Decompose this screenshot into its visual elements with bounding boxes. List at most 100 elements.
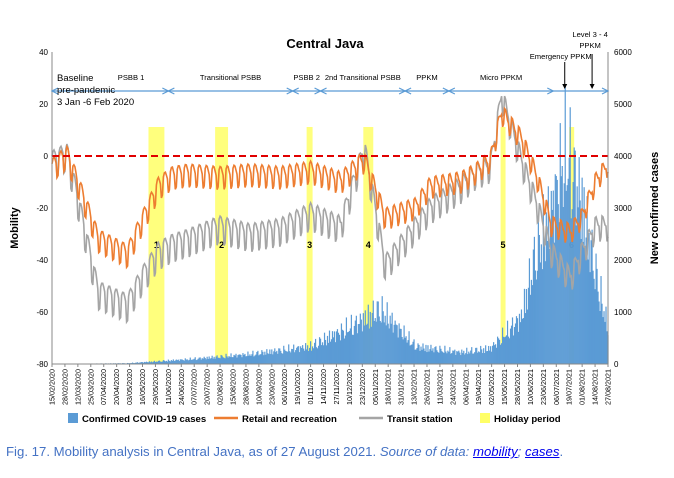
case-bar <box>339 340 342 364</box>
case-bar <box>235 353 237 364</box>
x-tick-label: 16/05/2020 <box>138 369 147 405</box>
case-bar <box>286 351 288 364</box>
case-bar <box>416 347 418 364</box>
case-bar <box>285 350 287 364</box>
case-bar <box>277 353 279 364</box>
case-bar <box>260 354 262 364</box>
x-tick-label: 05/01/2021 <box>371 369 380 405</box>
case-bar <box>513 327 516 364</box>
case-bar <box>256 351 258 364</box>
case-bar <box>206 356 208 364</box>
y-left-tick: -60 <box>36 308 48 317</box>
case-bar <box>418 344 420 364</box>
period-arrow-left <box>319 87 327 95</box>
case-bar <box>478 351 480 364</box>
case-bar <box>216 355 218 364</box>
case-bar <box>282 353 284 364</box>
case-bar <box>358 323 360 364</box>
case-bar <box>399 328 401 364</box>
case-bar <box>308 351 310 364</box>
case-bar <box>334 342 337 364</box>
legend-label-1: Confirmed COVID-19 cases <box>82 414 206 425</box>
case-bar <box>309 347 311 364</box>
case-bar <box>171 360 173 364</box>
x-tick-label: 01/08/2021 <box>578 369 587 405</box>
x-tick-label: 24/03/2021 <box>448 369 457 405</box>
case-bar <box>292 349 294 364</box>
case-bar <box>509 328 512 364</box>
period-arrow-right <box>547 87 555 95</box>
holiday-band-4 <box>363 127 374 364</box>
case-bar <box>605 306 607 364</box>
case-bar <box>458 350 460 364</box>
case-bar <box>225 353 227 364</box>
period-label: 2nd Transitional PSBB <box>325 73 401 82</box>
case-bar <box>420 346 422 364</box>
case-bar <box>306 349 308 364</box>
case-bar <box>298 346 300 364</box>
case-bar <box>447 350 449 364</box>
case-bar <box>583 187 585 364</box>
case-bar <box>551 209 553 364</box>
case-bar <box>355 315 357 364</box>
case-bar <box>470 350 472 364</box>
case-bar <box>442 352 444 364</box>
x-tick-label: 15/08/2020 <box>229 369 238 405</box>
case-bar <box>374 318 376 364</box>
case-bar <box>215 356 217 364</box>
case-bar <box>553 242 555 364</box>
case-bar <box>487 350 489 364</box>
period-arrow-left <box>291 87 299 95</box>
case-bar <box>248 355 250 364</box>
case-bar <box>361 331 363 364</box>
case-bar <box>149 362 152 364</box>
case-bar <box>412 341 414 364</box>
case-bar <box>336 329 339 364</box>
case-bar <box>288 344 290 364</box>
case-bar <box>199 357 201 364</box>
case-bar <box>290 352 292 364</box>
case-bar <box>543 242 545 364</box>
y-left-label: Mobility <box>9 206 21 248</box>
case-bar <box>597 291 599 364</box>
case-bar <box>400 328 402 364</box>
case-bar <box>496 347 498 364</box>
case-bar <box>554 174 556 364</box>
case-bar <box>341 329 344 364</box>
case-bar <box>275 352 277 364</box>
mobility-link[interactable]: mobility <box>472 444 518 459</box>
x-tick-label: 10/06/2021 <box>526 369 535 405</box>
case-bar <box>218 357 220 364</box>
x-tick-label: 15/02/2020 <box>48 369 57 405</box>
case-bar <box>448 351 450 364</box>
cases-link[interactable]: cases <box>525 444 560 459</box>
case-bar <box>512 335 515 364</box>
y-left-tick: 20 <box>39 100 48 109</box>
case-bar <box>280 350 282 364</box>
case-bar <box>415 349 417 364</box>
chart-title: Central Java <box>286 36 364 51</box>
holiday-number-4: 4 <box>366 240 371 250</box>
case-bar <box>229 357 231 364</box>
case-bar <box>373 320 375 364</box>
case-bar <box>228 356 230 364</box>
case-bar <box>347 331 350 364</box>
case-bar <box>138 362 141 364</box>
case-bar <box>542 194 544 364</box>
case-bar <box>526 309 529 364</box>
case-bar <box>443 353 445 364</box>
case-bar <box>366 323 368 364</box>
case-bar <box>150 361 153 364</box>
case-bar <box>234 355 236 364</box>
case-bar <box>516 318 519 364</box>
case-bar <box>255 354 257 364</box>
case-bar <box>428 351 430 364</box>
case-bar <box>173 361 175 364</box>
case-bar <box>393 324 395 364</box>
case-bar <box>131 362 134 364</box>
case-bar <box>507 336 510 364</box>
case-bar <box>247 351 249 364</box>
case-bar <box>351 334 353 364</box>
period-label-emergency: Emergency PPKM <box>530 52 592 61</box>
case-bar <box>245 356 247 364</box>
